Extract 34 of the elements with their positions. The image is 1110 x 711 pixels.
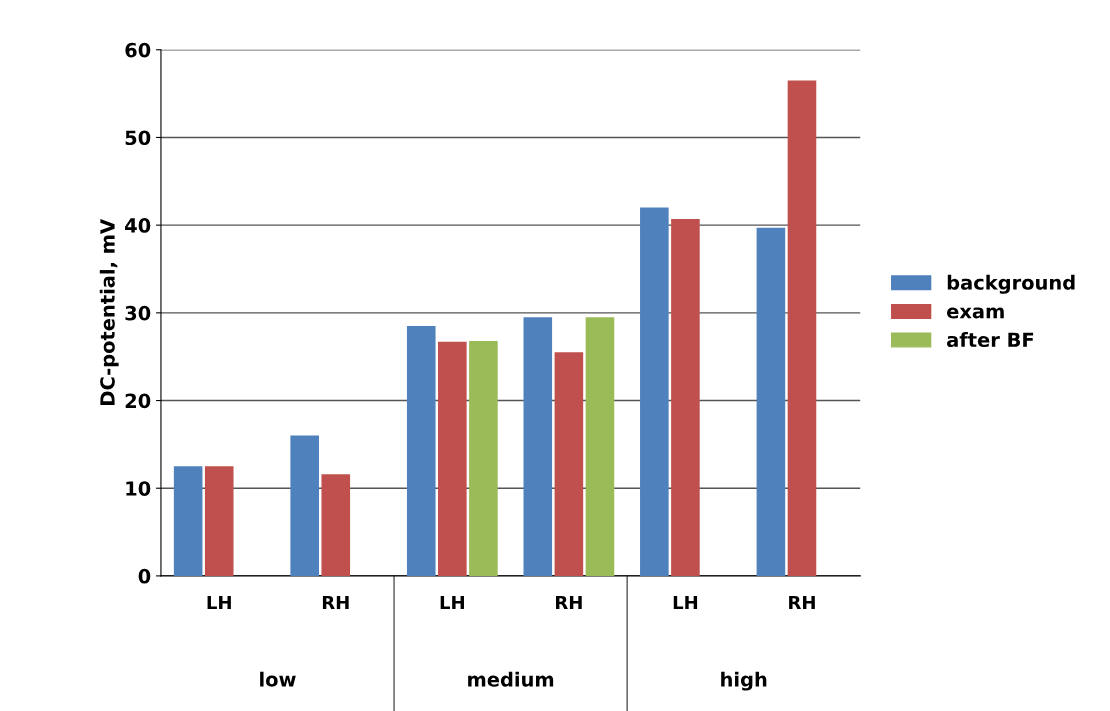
bar [321, 474, 351, 576]
bar [671, 219, 700, 576]
bar [290, 435, 319, 576]
y-tick-label: 0 [138, 568, 151, 584]
bar [787, 80, 817, 576]
bar [585, 317, 615, 576]
bar [469, 340, 498, 576]
bar [523, 317, 553, 576]
text: medium [468, 671, 554, 687]
x-tick-label: RH [789, 595, 815, 610]
y-tick-label: 30 [125, 305, 151, 321]
x-tick-label: LH [207, 595, 231, 610]
y-axis-title: DC-potential, mV [99, 219, 119, 405]
bar [173, 466, 203, 576]
x-tick-label: LH [673, 595, 698, 610]
y-tick-label: 40 [125, 218, 151, 233]
bar [406, 325, 436, 576]
legend-label: background [947, 274, 1075, 294]
bar [640, 207, 669, 576]
text: high [721, 671, 767, 691]
bar [204, 466, 234, 576]
bar [756, 227, 786, 576]
x-tick-label: LH [440, 595, 464, 610]
y-tick-label: 10 [126, 481, 151, 496]
y-tick-label: 50 [125, 130, 151, 146]
bar [438, 341, 467, 576]
y-tick-label: 20 [125, 393, 151, 409]
legend-label: exam [947, 307, 1004, 319]
y-tick-label: 60 [125, 42, 151, 58]
x-tick-label: RH [322, 595, 349, 610]
x-tick-label: RH [556, 595, 582, 610]
bar [554, 352, 584, 576]
legend-label: after BF [947, 332, 1034, 348]
text: low [260, 671, 296, 687]
